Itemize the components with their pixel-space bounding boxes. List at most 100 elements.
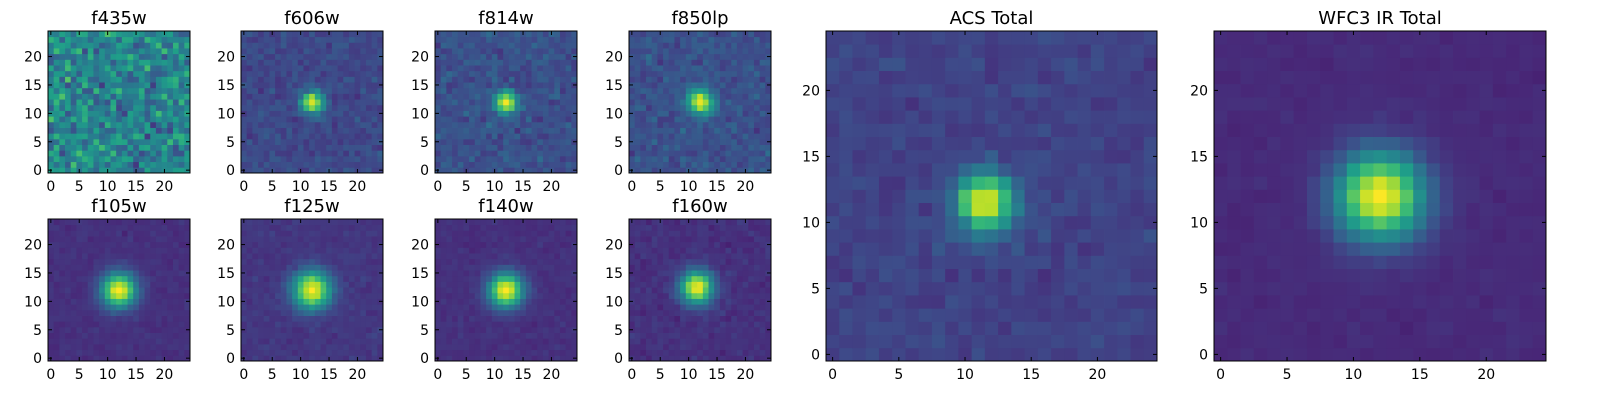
heatmap-cell [702,82,709,89]
heatmap-cell [452,275,459,282]
heatmap-cell [155,315,162,322]
heatmap-cell [275,121,282,128]
heatmap-cell [446,144,453,151]
heatmap-cell [719,167,726,174]
heatmap-cell [150,275,157,282]
heatmap-cell [565,298,572,305]
heatmap-cell [503,150,510,157]
heatmap-cell [320,349,327,356]
heatmap-cell [263,349,270,356]
heatmap-cell [719,343,726,351]
heatmap-cell [87,138,94,145]
heatmap-cell [150,70,157,77]
heatmap-cell [486,82,493,89]
heatmap-cell [480,53,487,60]
heatmap-cell [303,287,310,294]
heatmap-cell [646,298,653,305]
heatmap-cell [246,332,253,339]
heatmap-cell [326,258,333,265]
heatmap-cell [70,264,77,271]
heatmap-cell [474,138,481,145]
heatmap-cell [161,144,168,151]
heatmap-cell [697,76,704,83]
heatmap-cell [309,247,316,254]
heatmap-cell [446,76,453,83]
heatmap-cell [565,155,572,163]
heatmap-cell [309,59,316,66]
heatmap-cell [269,42,276,49]
heatmap-cell [537,292,544,299]
heatmap-cell [138,253,145,260]
heatmap-cell [150,247,157,254]
heatmap-cell [565,161,572,168]
heatmap-cell [697,298,704,305]
heatmap-cell [497,87,504,94]
heatmap-cell [674,65,681,72]
heatmap-cell [525,230,532,237]
heatmap-cell [674,321,681,328]
heatmap-cell [93,236,100,243]
heatmap-cell [161,304,168,311]
heatmap-cell [377,42,384,49]
heatmap-cell [127,150,134,157]
heatmap-cell [258,42,265,49]
heatmap-cell [150,264,157,271]
heatmap-cell [48,144,55,151]
heatmap-cell [127,110,134,117]
heatmap-cell [150,219,157,226]
heatmap-cell [121,326,128,333]
heatmap-cell [497,76,504,83]
heatmap-cell [167,167,174,174]
heatmap-cell [674,167,681,174]
heatmap-cell [155,241,162,248]
heatmap-cell [480,133,487,140]
heatmap-cell [542,150,549,157]
heatmap-cell [150,298,157,305]
heatmap-cell [646,343,653,351]
heatmap-cell [377,219,384,226]
heatmap-cell [674,275,681,282]
heatmap-cell [753,36,761,43]
heatmap-cell [275,93,282,100]
heatmap-cell [668,138,675,145]
heatmap-cell [144,155,151,163]
heatmap-cell [348,332,355,339]
heatmap-cell [53,343,60,351]
heatmap-cell [70,42,77,49]
heatmap-cell [326,343,333,351]
heatmap-cell [753,298,761,305]
heatmap-cell [127,127,134,134]
heatmap-cell [765,70,772,77]
heatmap-cell [59,53,66,60]
heatmap-cell [480,144,487,151]
heatmap-cell [133,247,140,254]
heatmap-cell [326,82,333,89]
heatmap-cell [303,236,310,243]
heatmap-cell [559,138,567,145]
heatmap-cell [178,31,185,38]
heatmap-cell [65,338,72,345]
heatmap-cell [184,59,191,66]
heatmap-cell [634,48,641,55]
heatmap-cell [331,82,338,89]
heatmap-cell [559,287,567,294]
heatmap-cell [708,355,715,362]
heatmap-cell [725,332,732,339]
heatmap-cell [759,42,766,49]
heatmap-cell [65,292,72,299]
heatmap-cell [133,326,140,333]
heatmap-cell [377,343,384,351]
heatmap-cell [514,93,521,100]
heatmap-cell [365,355,373,362]
heatmap-cell [702,292,709,299]
heatmap-cell [753,121,761,128]
heatmap-cell [463,258,470,265]
heatmap-cell [674,343,681,351]
heatmap-cell [65,309,72,316]
heatmap-cell [685,150,692,157]
heatmap-cell [680,349,687,356]
heatmap-cell [252,343,259,351]
heatmap-cell [759,275,766,282]
heatmap-cell [320,219,327,226]
heatmap-cell [503,116,510,123]
